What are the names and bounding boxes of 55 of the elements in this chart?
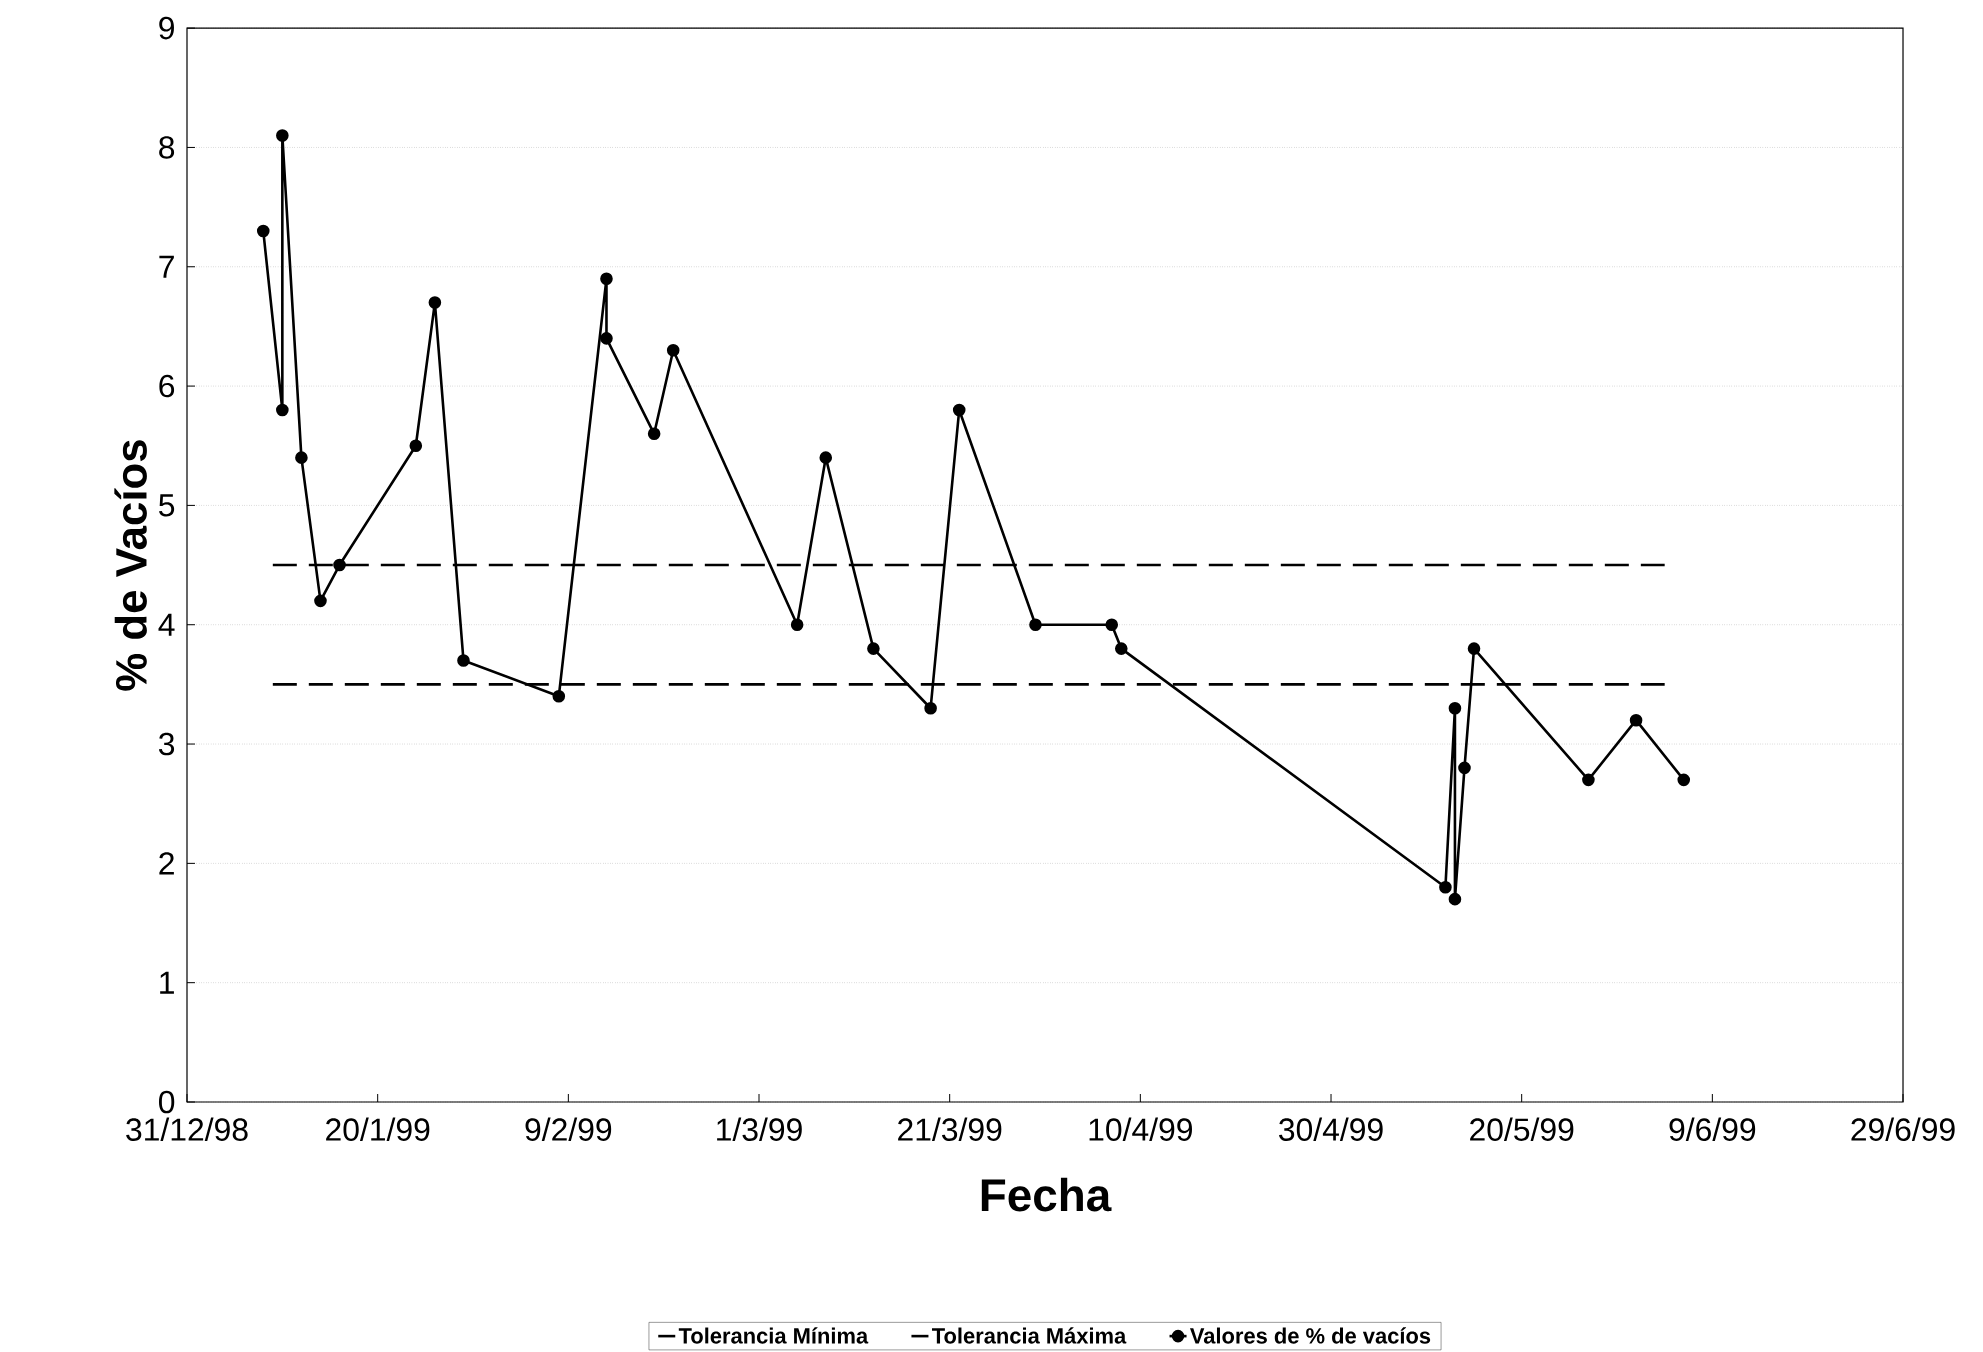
y-tick-label: 7 <box>159 255 174 278</box>
x-tick-label: 21/3/99 <box>898 1117 1002 1141</box>
point <box>256 224 270 238</box>
point <box>1629 713 1643 727</box>
point <box>1677 773 1691 787</box>
point <box>295 451 308 464</box>
y-tick-label: 2 <box>159 852 174 875</box>
y-tick-label: 1 <box>160 971 174 994</box>
point <box>952 403 966 417</box>
point <box>1439 880 1452 894</box>
x-tick-label: 29/6/99 <box>1851 1117 1955 1141</box>
x-tick-label: 20/1/99 <box>326 1117 430 1141</box>
point <box>428 296 442 309</box>
point <box>1448 892 1462 906</box>
legend-label: Valores de % de vacíos <box>1189 1327 1431 1344</box>
y-tick-label: 6 <box>159 374 175 398</box>
point <box>276 129 289 142</box>
point <box>276 403 289 417</box>
x-tick-label: 31/12/98 <box>126 1117 248 1141</box>
point <box>600 332 613 345</box>
x-tick-label: 9/6/99 <box>1669 1117 1756 1141</box>
point <box>552 690 566 703</box>
point <box>1105 618 1119 632</box>
point <box>790 618 804 632</box>
y-tick-label: 0 <box>159 1090 175 1114</box>
y-tick-label: 8 <box>159 136 175 159</box>
point <box>600 272 613 285</box>
legend-label: Tolerancia Mínima <box>678 1327 869 1344</box>
x-tick-label: 20/5/99 <box>1470 1117 1574 1141</box>
y-tick-label: 4 <box>158 613 175 636</box>
legend-label: Tolerancia Máxima <box>931 1327 1127 1344</box>
point <box>457 654 470 667</box>
point <box>924 701 937 715</box>
y-tick-label: 9 <box>159 16 174 40</box>
x-tick-label: 30/4/99 <box>1279 1117 1383 1141</box>
point <box>647 427 661 441</box>
point <box>1458 761 1471 775</box>
point <box>314 594 327 608</box>
point <box>666 343 680 357</box>
x-tick-label: 9/2/99 <box>525 1117 612 1141</box>
x-tick-label: 10/4/99 <box>1089 1117 1192 1141</box>
x-axis-title: Fecha <box>981 1177 1112 1212</box>
point <box>819 451 833 464</box>
y-tick-label: 5 <box>159 494 175 517</box>
point <box>1114 642 1128 655</box>
y-tick-label: 3 <box>158 732 175 756</box>
point <box>1029 618 1042 632</box>
point <box>1467 642 1481 655</box>
point <box>409 439 423 453</box>
y-axis-title: % de Vacíos <box>114 440 147 691</box>
x-tick-label: 1/3/99 <box>717 1117 802 1141</box>
point <box>867 642 880 655</box>
point <box>333 558 346 572</box>
point <box>1582 773 1595 787</box>
point <box>1448 701 1462 715</box>
